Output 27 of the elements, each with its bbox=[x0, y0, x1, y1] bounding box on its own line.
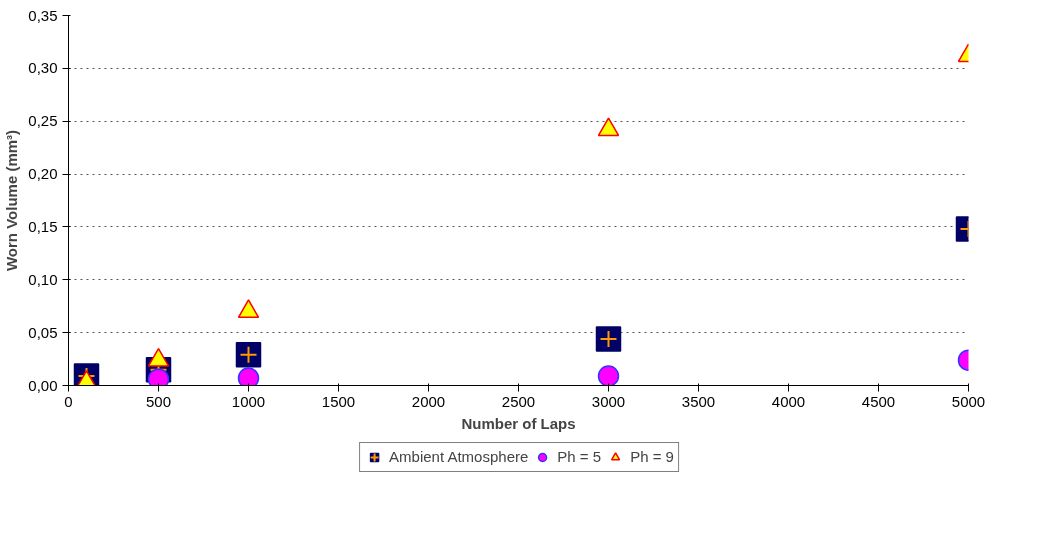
point bbox=[237, 299, 260, 319]
y-tick-label: 0,05 bbox=[28, 323, 58, 341]
x-tick-label: 500 bbox=[145, 392, 172, 410]
point bbox=[237, 367, 260, 386]
x-tick-label: 3000 bbox=[591, 392, 626, 410]
x-tick-label: 1500 bbox=[321, 392, 356, 410]
y-tick-label: 0,10 bbox=[28, 270, 58, 288]
legend-label: Ambient Atmosphere bbox=[389, 448, 529, 465]
y-tick-label: 0,15 bbox=[28, 217, 58, 235]
x-tick-label: 2500 bbox=[501, 392, 536, 410]
legend-label: Ph = 9 bbox=[630, 448, 674, 465]
y-tick-label: 0,20 bbox=[28, 165, 58, 183]
y-tick-label: 0,25 bbox=[28, 112, 58, 130]
y-tick-label: 0,00 bbox=[28, 376, 58, 394]
x-tick-label: 0 bbox=[64, 392, 73, 410]
legend-label: Ph = 5 bbox=[557, 448, 602, 465]
x-axis-title: Number of Laps bbox=[461, 414, 576, 432]
y-tick-label: 0,35 bbox=[28, 6, 58, 24]
y-tick-label: 0,30 bbox=[28, 59, 58, 77]
x-tick-label: 4500 bbox=[861, 392, 896, 410]
x-tick-label: 1000 bbox=[231, 392, 266, 410]
x-tick-label: 4000 bbox=[771, 392, 806, 410]
x-tick-label: 2000 bbox=[411, 392, 446, 410]
point bbox=[235, 342, 262, 368]
x-tick-label: 5000 bbox=[951, 392, 986, 410]
x-tick-label: 3500 bbox=[681, 392, 716, 410]
y-axis-title: Worn Volume (mm³) bbox=[3, 129, 21, 272]
